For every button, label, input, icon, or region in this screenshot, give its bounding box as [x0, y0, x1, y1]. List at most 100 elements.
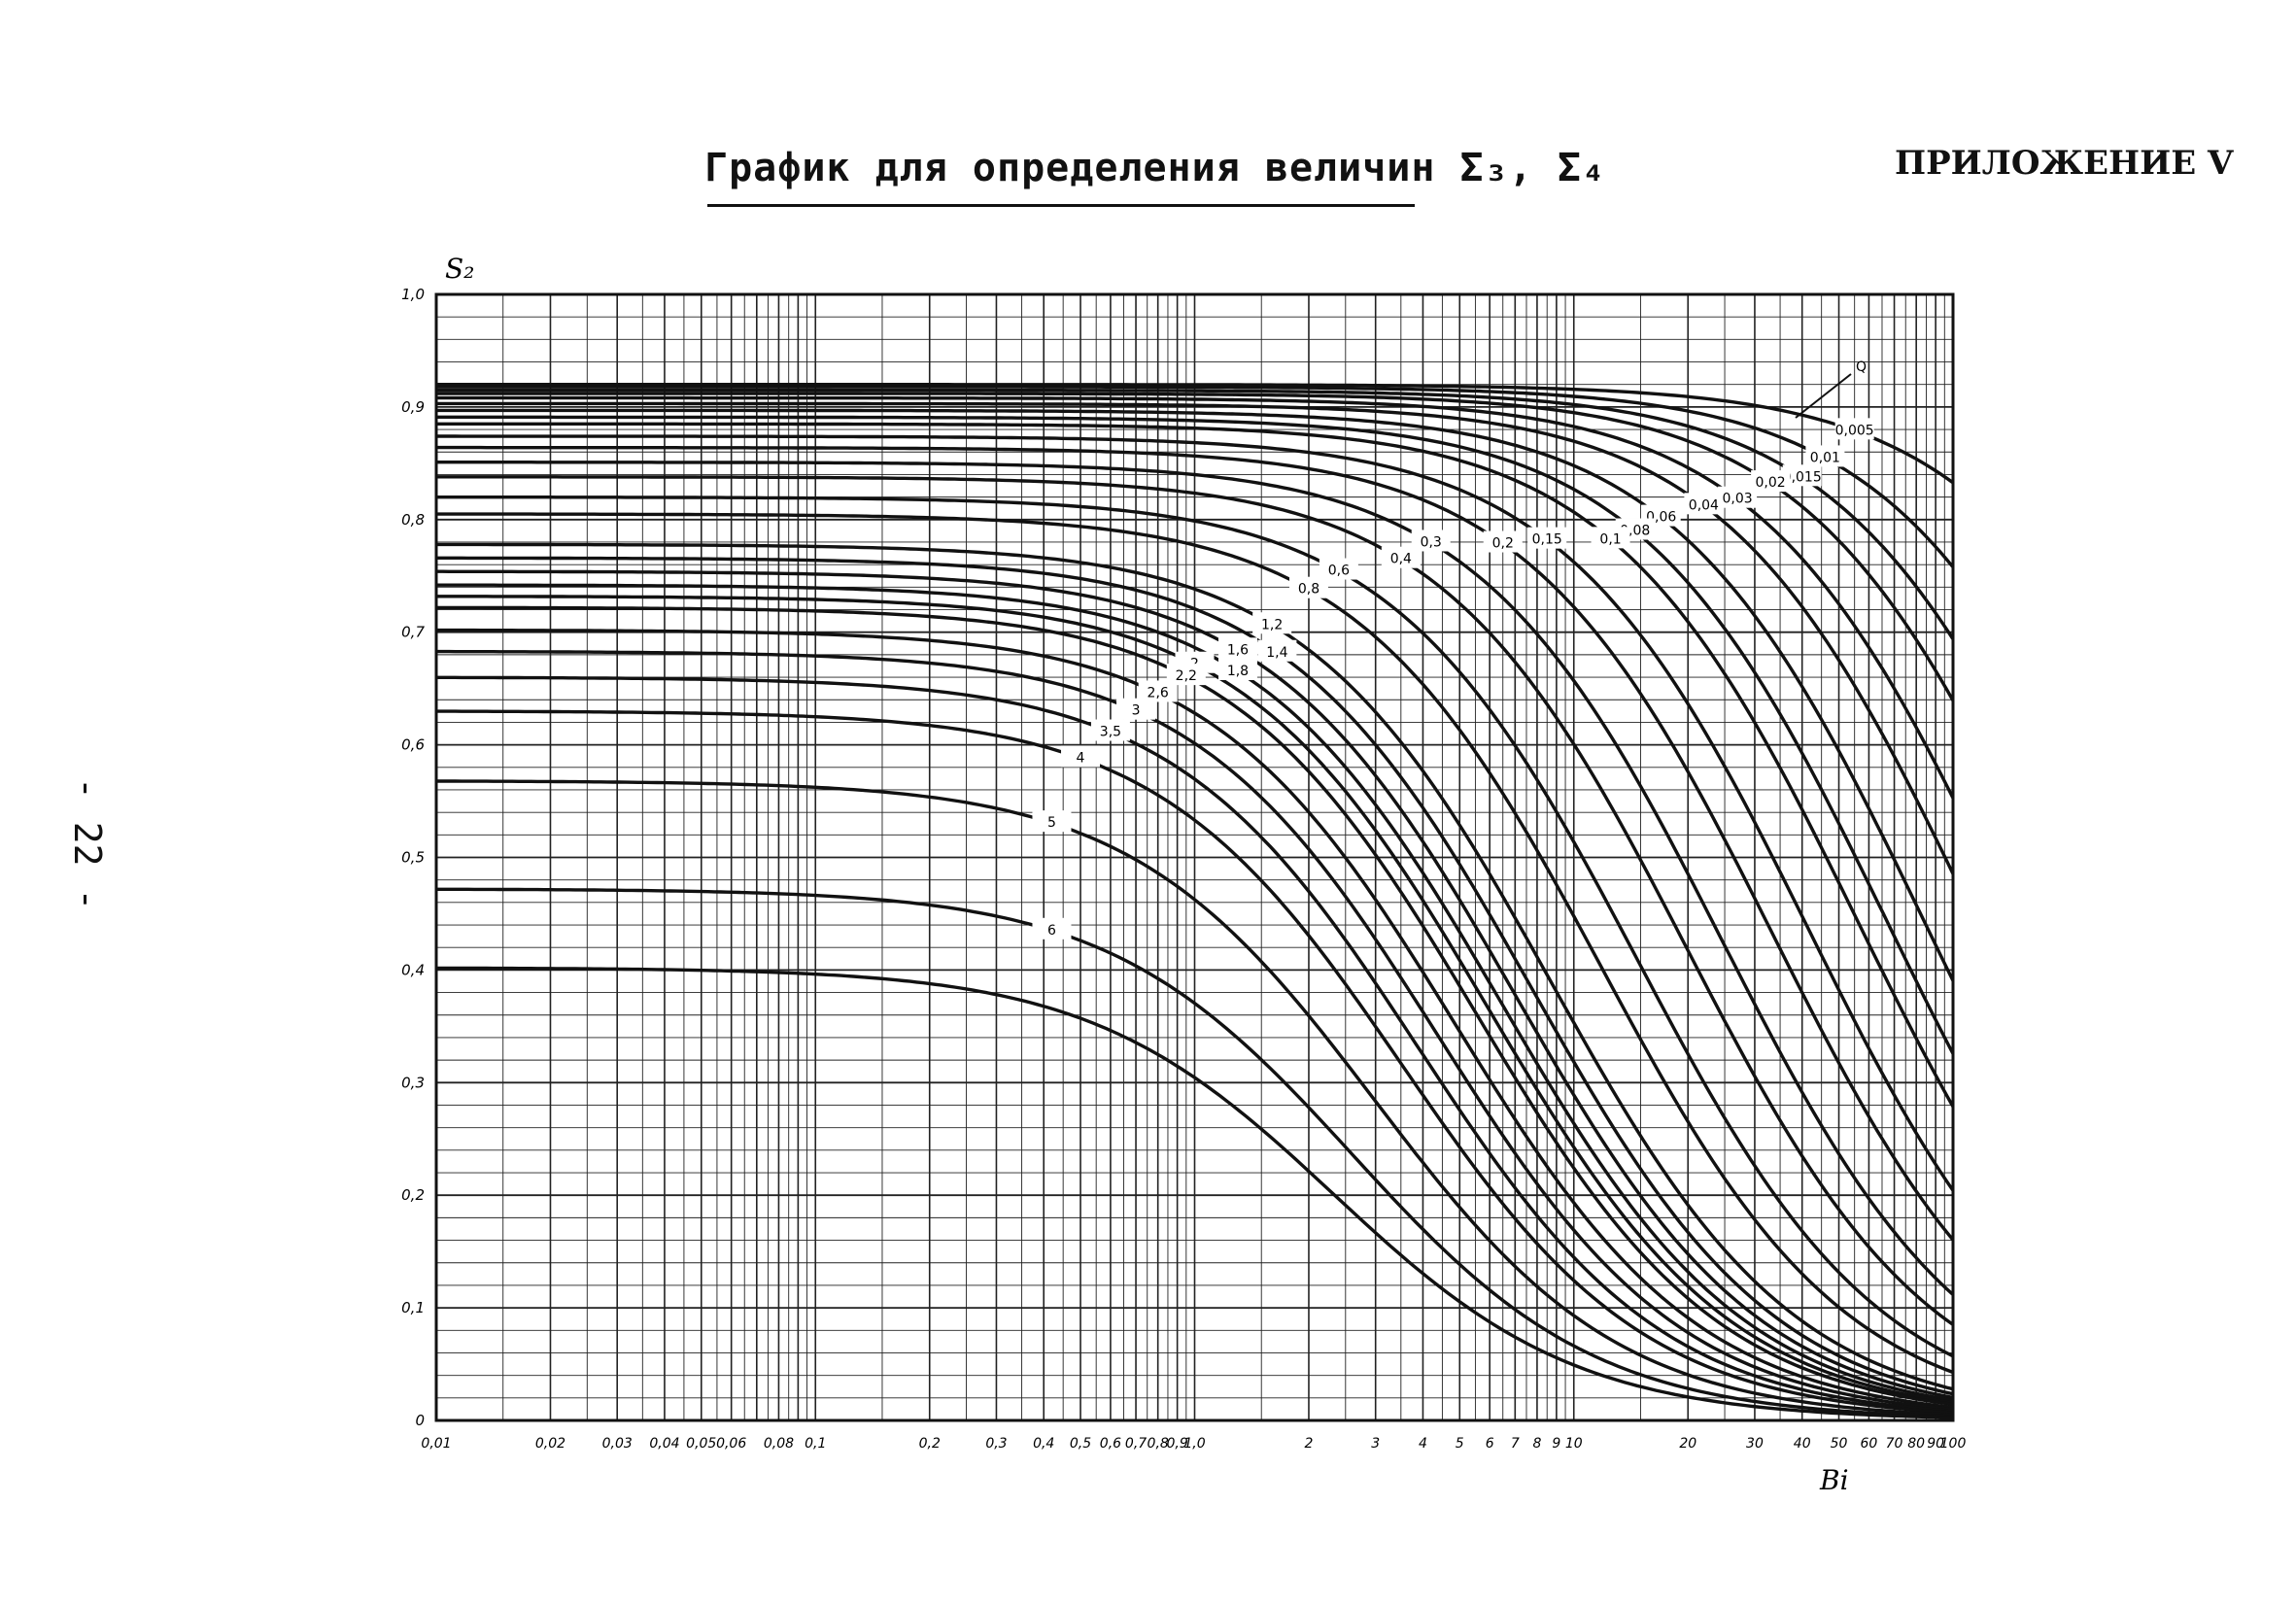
x-tick-label: 30: [1746, 1436, 1764, 1452]
curve-label-bg: [1591, 527, 1630, 549]
y-tick-label: 0,2: [401, 1186, 425, 1204]
y-tick-label: 0,9: [401, 398, 425, 416]
curve-label: 5: [1047, 815, 1056, 831]
curve-label-bg: [1032, 917, 1072, 940]
x-tick-label: 7: [1511, 1436, 1520, 1452]
series-line: [436, 395, 1955, 800]
curve-label: 0,03: [1723, 492, 1753, 507]
curve-label-bg: [1116, 698, 1156, 720]
series-line: [436, 385, 1955, 568]
parameter-label: Q: [1856, 359, 1867, 375]
series-line: [436, 461, 1955, 1296]
x-tick-label: 0,08: [764, 1436, 794, 1452]
appendix-label: ПРИЛОЖЕНИЕ Ⅴ: [1895, 144, 2234, 183]
curve-label: 1,4: [1266, 645, 1287, 661]
curve-label: 0,8: [1298, 582, 1319, 598]
title-underline: [707, 204, 1415, 207]
curve-label: 0,04: [1689, 497, 1719, 513]
curve-label-bg: [1166, 664, 1206, 686]
y-tick-label: 0: [415, 1412, 425, 1429]
curve-label-bg: [1805, 445, 1845, 467]
series-line: [436, 887, 1954, 1418]
curve-label: 0,2: [1492, 536, 1514, 552]
curve-label-bg: [1684, 493, 1724, 515]
curve-label: 1,6: [1227, 642, 1249, 658]
series-line: [436, 512, 1954, 1375]
curve-label-bg: [1032, 810, 1072, 833]
y-tick-label: 0,6: [401, 736, 425, 754]
curves: [436, 383, 1955, 1419]
x-tick-label: 40: [1794, 1436, 1811, 1452]
curve-label-bg: [1217, 637, 1257, 660]
curve-label: 0,3: [1421, 534, 1442, 550]
series-line: [436, 628, 1954, 1410]
curve-label: 0,1: [1599, 531, 1621, 547]
x-tick-label: 50: [1831, 1436, 1848, 1452]
series-line: [436, 675, 1954, 1414]
x-tick-label: 90: [1927, 1436, 1944, 1452]
curve-label: 0,01: [1810, 450, 1840, 465]
curve-label: 1,8: [1227, 664, 1249, 679]
series-line: [436, 709, 1954, 1415]
x-tick-label: 80: [1907, 1436, 1925, 1452]
x-tick-label: 0,3: [985, 1436, 1007, 1452]
curve-label-bg: [1319, 558, 1358, 580]
series-line: [436, 392, 1955, 701]
series-line: [436, 388, 1955, 640]
x-tick-label: 0,7: [1125, 1436, 1147, 1452]
x-tick-label: 4: [1419, 1436, 1427, 1452]
curve-label-bg: [1718, 486, 1758, 508]
curve-label-bg: [1782, 464, 1822, 487]
curve-label-bg: [1257, 639, 1297, 662]
curve-label-bg: [1751, 470, 1791, 493]
x-tick-label: 1,0: [1183, 1436, 1205, 1452]
x-tick-label: 0,04: [649, 1436, 679, 1452]
curve-label: 0,015: [1783, 469, 1822, 485]
curve-label: 2,6: [1148, 685, 1169, 700]
series-line: [436, 408, 1955, 982]
y-tick-label: 0,1: [401, 1299, 425, 1316]
x-tick-label: 100: [1940, 1436, 1967, 1452]
series-line: [436, 422, 1955, 1108]
curve-label: 0,15: [1532, 532, 1562, 548]
series-line: [436, 445, 1955, 1242]
x-tick-label: 0,06: [716, 1436, 746, 1452]
series-line: [436, 649, 1954, 1412]
x-tick-label: 0,5: [1070, 1436, 1091, 1452]
curve-labels: 0,0050,010,0150,020,030,040,060,080,10,1…: [1032, 418, 1874, 940]
series-line: [436, 434, 1955, 1192]
x-tick-label: 10: [1565, 1436, 1583, 1452]
x-tick-label: 20: [1679, 1436, 1696, 1452]
curve-label: 0,4: [1390, 552, 1412, 567]
x-tick-label: 2: [1305, 1436, 1314, 1452]
series-line: [436, 495, 1954, 1358]
x-tick-label: 0,1: [805, 1436, 826, 1452]
curve-label: 3,5: [1100, 725, 1121, 740]
curve-label: 2,2: [1176, 668, 1197, 684]
curve-label: 1,2: [1261, 617, 1283, 632]
x-tick-label: 0,01: [421, 1436, 451, 1452]
x-axis-label: Bi: [1819, 1464, 1849, 1496]
x-tick-label: 3: [1371, 1436, 1380, 1452]
curve-label-bg: [1288, 576, 1328, 598]
x-tick-label: 0,8: [1148, 1436, 1169, 1452]
parameter-pointer: [1795, 373, 1852, 419]
series-line: [436, 779, 1954, 1417]
x-tick-label: 0,4: [1033, 1436, 1054, 1452]
curve-label: 6: [1047, 923, 1056, 939]
series-line: [436, 966, 1954, 1419]
curve-label-bg: [1834, 418, 1874, 440]
curve-label-bg: [1483, 530, 1523, 553]
y-tick-label: 0,8: [401, 511, 425, 529]
x-tick-label: 0,03: [602, 1436, 633, 1452]
curve-label: 0,02: [1756, 475, 1786, 491]
plot-frame: [434, 292, 1955, 1422]
curve-label-bg: [1138, 680, 1178, 702]
x-tick-label: 6: [1486, 1436, 1494, 1452]
series-line: [436, 415, 1955, 1055]
y-tick-label: 0,3: [401, 1074, 425, 1091]
x-tick-label: 0,02: [535, 1436, 565, 1452]
x-tick-label: 0,05: [686, 1436, 716, 1452]
curve-label-bg: [1217, 659, 1257, 681]
